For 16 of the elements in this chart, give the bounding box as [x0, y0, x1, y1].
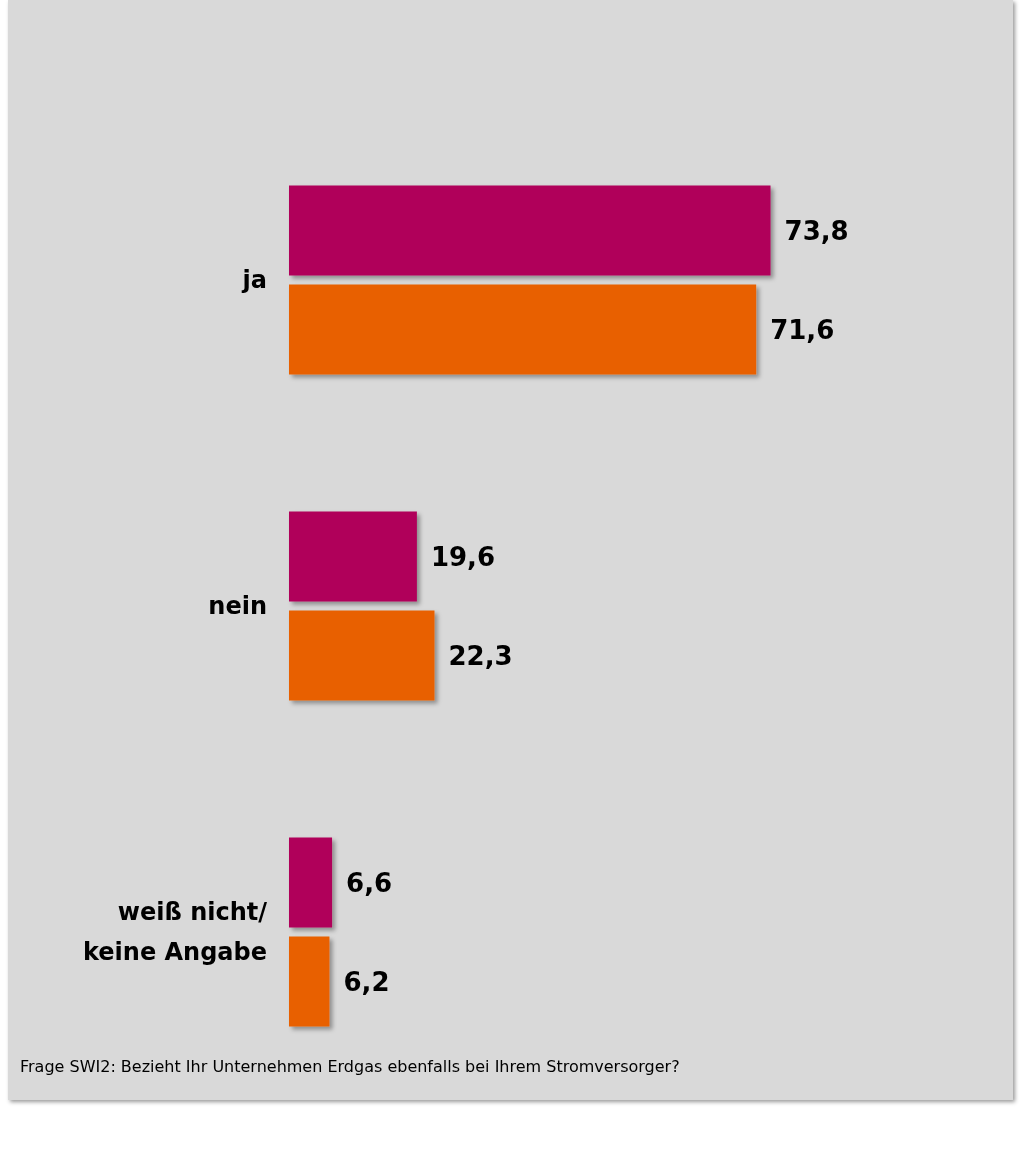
bar: [289, 837, 333, 928]
data-label: 19,6: [430, 541, 496, 572]
y-tick-label: weiß nicht/ keine Angabe: [82, 898, 268, 966]
bar: [289, 284, 757, 375]
bar: [289, 185, 771, 276]
bar: [289, 936, 330, 1027]
data-label: 22,3: [448, 640, 513, 671]
y-tick-label: nein: [208, 592, 267, 620]
bar: [289, 511, 417, 602]
data-label: 6,6: [346, 867, 393, 898]
annotation: Frage SWI2: Bezieht Ihr Unternehmen Erdgas ebenfalls bei Ihrem Stromversorger?: [20, 1056, 680, 1076]
bar: [289, 610, 435, 701]
data-label: 73,8: [784, 215, 849, 246]
y-tick-label: ja: [241, 266, 267, 294]
data-label: 6,2: [343, 966, 390, 997]
data-label: 71,6: [770, 314, 835, 345]
